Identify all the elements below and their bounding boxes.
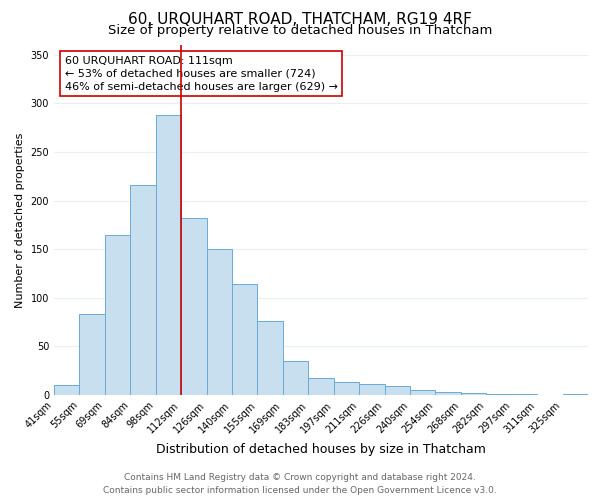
Bar bbox=[359, 384, 385, 395]
Bar bbox=[130, 185, 156, 395]
Bar bbox=[385, 386, 410, 395]
Bar bbox=[512, 394, 537, 395]
Bar bbox=[461, 393, 486, 395]
Bar bbox=[308, 378, 334, 395]
Bar bbox=[283, 361, 308, 395]
X-axis label: Distribution of detached houses by size in Thatcham: Distribution of detached houses by size … bbox=[156, 443, 486, 456]
Bar bbox=[156, 115, 181, 395]
Bar bbox=[232, 284, 257, 395]
Bar bbox=[563, 394, 588, 395]
Bar bbox=[410, 390, 436, 395]
Bar bbox=[54, 386, 79, 395]
Bar bbox=[181, 218, 206, 395]
Bar bbox=[486, 394, 512, 395]
Text: 60, URQUHART ROAD, THATCHAM, RG19 4RF: 60, URQUHART ROAD, THATCHAM, RG19 4RF bbox=[128, 12, 472, 28]
Text: Size of property relative to detached houses in Thatcham: Size of property relative to detached ho… bbox=[108, 24, 492, 37]
Bar bbox=[79, 314, 105, 395]
Bar bbox=[206, 249, 232, 395]
Bar bbox=[436, 392, 461, 395]
Bar bbox=[257, 321, 283, 395]
Bar bbox=[105, 234, 130, 395]
Text: Contains HM Land Registry data © Crown copyright and database right 2024.
Contai: Contains HM Land Registry data © Crown c… bbox=[103, 474, 497, 495]
Y-axis label: Number of detached properties: Number of detached properties bbox=[15, 132, 25, 308]
Text: 60 URQUHART ROAD: 111sqm
← 53% of detached houses are smaller (724)
46% of semi-: 60 URQUHART ROAD: 111sqm ← 53% of detach… bbox=[65, 56, 338, 92]
Bar bbox=[334, 382, 359, 395]
